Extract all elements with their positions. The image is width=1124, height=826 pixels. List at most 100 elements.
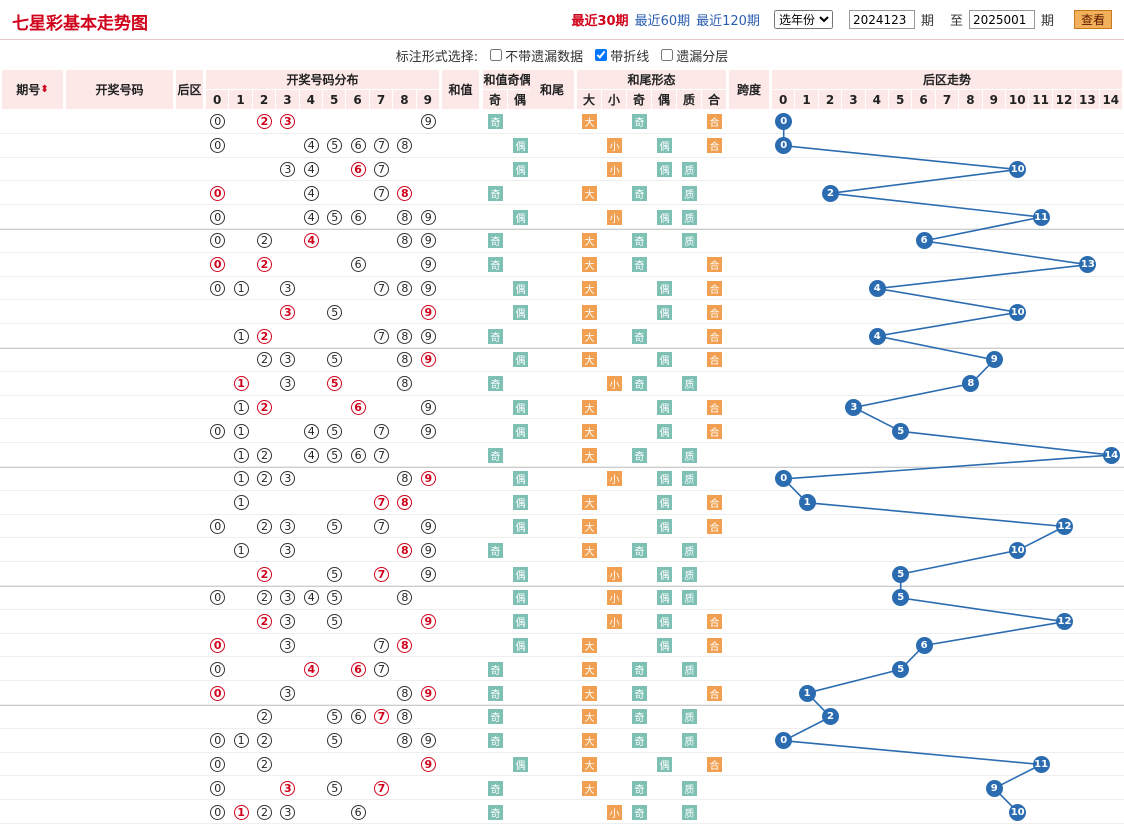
- option-polyline[interactable]: 带折线: [595, 46, 649, 65]
- tail-cell: [530, 538, 575, 562]
- shape-tag: 奇: [632, 376, 647, 392]
- option-no-miss[interactable]: 不带遗漏数据: [490, 46, 583, 65]
- shape-tag: 质: [682, 209, 697, 225]
- issue-cell: [2, 110, 64, 134]
- hit-ball: 1: [233, 280, 249, 296]
- nav-recent-120[interactable]: 最近120期: [696, 14, 760, 29]
- dist-cell: [370, 753, 393, 777]
- shape-cell: 偶: [652, 610, 677, 634]
- dist-cell: [276, 181, 299, 205]
- sum-odd-cell: 偶: [508, 419, 533, 443]
- dist-cell: 9: [417, 396, 440, 420]
- tail-cell: [530, 515, 575, 539]
- tail-cell: [530, 491, 575, 515]
- dist-cell: 0: [206, 419, 229, 443]
- draw-digit: [119, 443, 136, 467]
- dist-cell: [393, 657, 416, 681]
- dist-cell: [229, 657, 252, 681]
- shape-tag: 小: [607, 566, 622, 582]
- hit-ball: 4: [303, 233, 319, 249]
- sum-cell: [442, 277, 480, 301]
- sum-odd-cell: 奇: [483, 729, 508, 753]
- option-layered[interactable]: 遗漏分层: [661, 46, 728, 65]
- issue-cell: [2, 277, 64, 301]
- hit-ball: 8: [397, 280, 413, 296]
- hit-ball: 8: [397, 233, 413, 249]
- shape-cell: 偶: [652, 491, 677, 515]
- dist-cell: [417, 443, 440, 467]
- option-polyline-label: 带折线: [610, 49, 650, 65]
- draw-digit: [136, 372, 153, 396]
- checkbox-no-miss[interactable]: [490, 49, 503, 61]
- dist-cell: [393, 610, 416, 634]
- to-issue-input[interactable]: [968, 10, 1035, 29]
- dist-cell: [276, 705, 299, 729]
- draw-digit: [102, 324, 119, 348]
- hit-ball: 0: [210, 780, 226, 796]
- hit-ball: 1: [233, 471, 249, 487]
- dist-cell: 1: [229, 800, 252, 824]
- table-row: [0, 134, 1124, 158]
- hit-ball: 9: [420, 542, 436, 558]
- dist-cell: 6: [346, 134, 369, 158]
- sum-cell: [442, 610, 480, 634]
- shape-cell: 大: [577, 324, 602, 348]
- draw-digit: [68, 610, 85, 634]
- page-title: 七星彩基本走势图: [12, 14, 148, 34]
- nav-recent-60[interactable]: 最近60期: [634, 14, 691, 29]
- draw-digit: [136, 277, 153, 301]
- shape-tag: 偶: [657, 423, 672, 439]
- dist-cell: 3: [276, 610, 299, 634]
- shape-cell: 偶: [652, 158, 677, 182]
- shape-cell: 合: [702, 610, 727, 634]
- col-issue[interactable]: 期号 ⬍: [2, 70, 64, 110]
- back-cell: [176, 134, 204, 158]
- dist-cell: [229, 205, 252, 229]
- dist-cell: 5: [323, 300, 346, 324]
- sort-icon[interactable]: ⬍: [40, 84, 49, 95]
- dist-cell: 8: [393, 729, 416, 753]
- shape-tag: 大: [582, 423, 597, 439]
- dist-cell: 2: [253, 515, 276, 539]
- shape-tag: 奇: [632, 328, 647, 344]
- draw-digit: [119, 205, 136, 229]
- tail-cell: [530, 657, 575, 681]
- dist-cell: 8: [393, 538, 416, 562]
- shape-cell: 合: [702, 491, 727, 515]
- sum-cell: [442, 586, 480, 610]
- dist-cell: [206, 705, 229, 729]
- hit-ball: 7: [373, 280, 389, 296]
- shape-cell: 奇: [627, 681, 652, 705]
- hit-ball: 8: [397, 685, 413, 701]
- view-button[interactable]: 查看: [1073, 10, 1112, 29]
- sum-odd-cell: 奇: [483, 324, 508, 348]
- draw-digit: [68, 634, 85, 658]
- dist-cell: [323, 110, 346, 134]
- span-cell: [729, 443, 770, 467]
- shape-cell: 偶: [652, 348, 677, 372]
- draw-digit: [119, 657, 136, 681]
- sum-odd-cell: 奇: [483, 229, 508, 253]
- from-issue-input[interactable]: [848, 10, 915, 29]
- odd-tag: 奇: [488, 376, 503, 392]
- tail-cell: [530, 634, 575, 658]
- shape-tag: 小: [607, 471, 622, 487]
- trend-node-cell: 10: [1006, 158, 1029, 182]
- hit-ball: 7: [373, 185, 389, 201]
- year-select[interactable]: 选年份: [773, 10, 833, 29]
- checkbox-layered[interactable]: [661, 49, 674, 61]
- draw-digit: [85, 753, 102, 777]
- sum-odd-cell: 奇: [483, 443, 508, 467]
- sum-odd-cell: 奇: [483, 181, 508, 205]
- hit-ball: 1: [233, 376, 249, 392]
- back-cell: [176, 348, 204, 372]
- nav-recent-30[interactable]: 最近30期: [571, 14, 629, 29]
- draw-digit: [136, 229, 153, 253]
- draw-digit: [136, 348, 153, 372]
- dist-cell: [253, 134, 276, 158]
- draw-digit: [102, 681, 119, 705]
- shape-tag: 大: [582, 114, 597, 130]
- dist-cell: 5: [323, 443, 346, 467]
- checkbox-polyline[interactable]: [595, 49, 608, 61]
- draw-digit: [119, 586, 136, 610]
